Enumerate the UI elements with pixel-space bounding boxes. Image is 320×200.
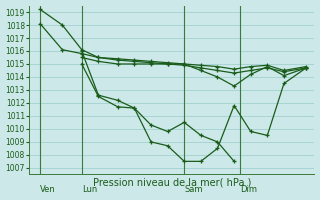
Text: Sam: Sam [184, 185, 203, 194]
X-axis label: Pression niveau de la mer( hPa ): Pression niveau de la mer( hPa ) [92, 177, 251, 187]
Text: Ven: Ven [40, 185, 56, 194]
Text: Dim: Dim [240, 185, 257, 194]
Text: Lun: Lun [82, 185, 97, 194]
